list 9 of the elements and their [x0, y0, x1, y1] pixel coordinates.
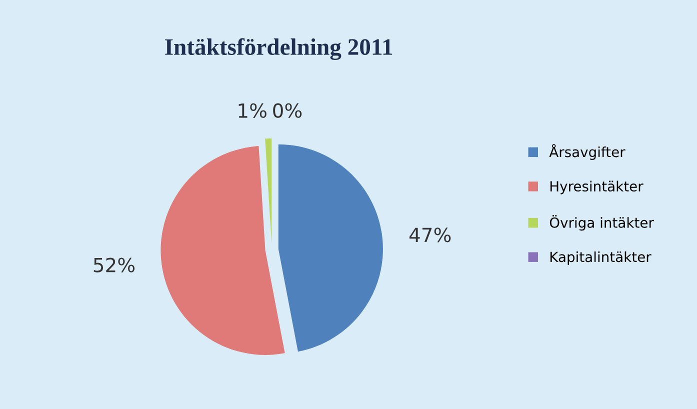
data-label: 47%	[409, 228, 451, 242]
legend-label: Hyresintäkter	[550, 180, 644, 194]
chart-title: Intäktsfördelning 2011	[165, 38, 392, 60]
data-label: 52%	[94, 258, 135, 272]
text: 0%	[273, 103, 302, 118]
legend-label: Kapitalintäkter	[550, 251, 652, 265]
legend-label: Årsavgifter	[549, 144, 626, 160]
legend-label: Övriga intäkter	[550, 215, 654, 231]
data-label: 1%	[238, 103, 266, 118]
